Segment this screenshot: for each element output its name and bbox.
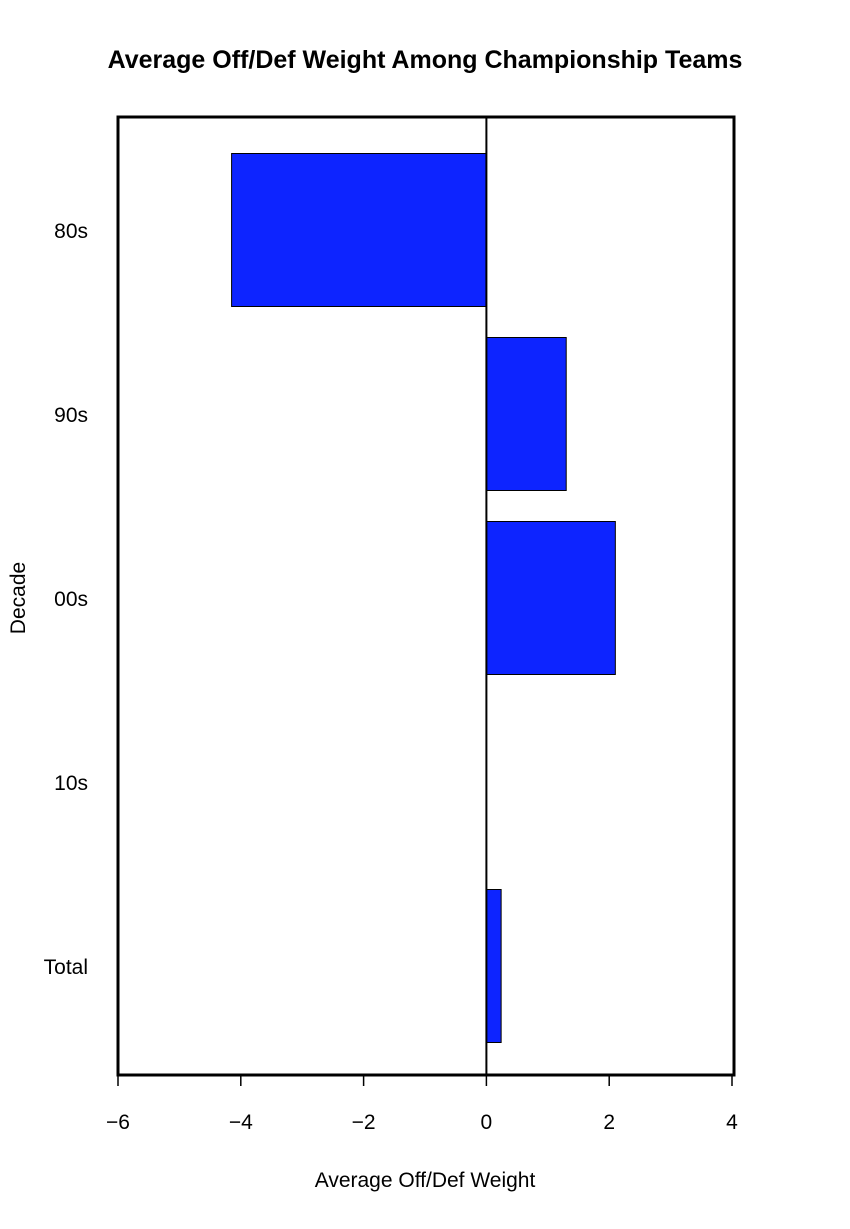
x-axis-label: Average Off/Def Weight (315, 1169, 536, 1192)
bar (485, 889, 502, 1043)
bar (231, 153, 487, 307)
y-tick-label: 80s (54, 220, 88, 243)
plot-frame (116, 115, 736, 1077)
x-tick-label: −2 (352, 1111, 376, 1134)
x-tick-label: −6 (106, 1111, 130, 1134)
y-tick-label: 10s (54, 772, 88, 795)
bar (485, 337, 567, 491)
y-tick-label: Total (44, 956, 88, 979)
x-tick-label: 4 (726, 1111, 738, 1134)
y-tick-label: 00s (54, 588, 88, 611)
y-axis-label: Decade (7, 562, 30, 634)
chart-title: Average Off/Def Weight Among Championshi… (108, 46, 743, 74)
x-tick-label: −4 (229, 1111, 253, 1134)
y-tick-label: 90s (54, 404, 88, 427)
x-tick-label: 0 (481, 1111, 493, 1134)
x-tick-label: 2 (603, 1111, 615, 1134)
bar (485, 521, 616, 675)
